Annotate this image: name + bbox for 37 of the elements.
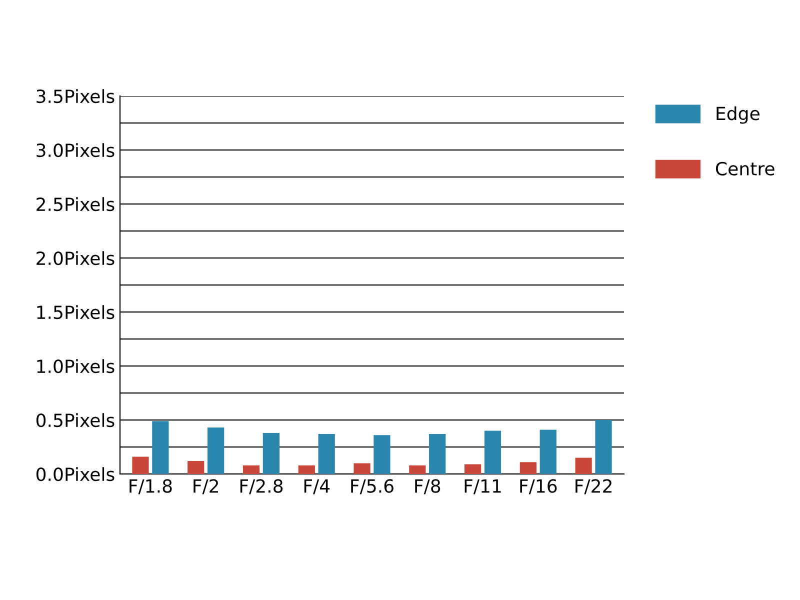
- y-tick-label: 0.5Pixels: [36, 413, 114, 428]
- bar: [188, 461, 204, 474]
- bar: [540, 430, 556, 474]
- x-tick-label: F/2.8: [240, 479, 283, 494]
- bar: [242, 465, 260, 474]
- x-tick-label: F/16: [520, 479, 557, 494]
- x-tick-label: F/5.6: [351, 479, 394, 494]
- y-tick-label: 1.0Pixels: [37, 359, 114, 374]
- bar: [575, 458, 592, 474]
- bar: [374, 435, 390, 474]
- bar: [464, 464, 482, 474]
- bar: [595, 420, 612, 474]
- bar: [484, 430, 502, 474]
- bar: [298, 465, 315, 474]
- bar: [520, 462, 536, 474]
- y-tick-label: 2.0Pixels: [36, 251, 114, 266]
- x-tick-label: F/2: [194, 479, 218, 494]
- bar: [354, 463, 370, 474]
- y-tick-label: 2.5Pixels: [36, 197, 114, 212]
- legend-label: Centre: [716, 162, 774, 176]
- bar: [132, 456, 149, 474]
- x-tick-label: F/8: [415, 479, 440, 494]
- x-tick-label: F/11: [464, 479, 501, 494]
- bar: [429, 434, 446, 474]
- bar: [152, 421, 169, 474]
- bar: [262, 432, 280, 474]
- x-tick-label: F/4: [304, 479, 330, 494]
- y-tick-label: 3.5Pixels: [36, 89, 114, 104]
- y-tick-label: 1.5Pixels: [37, 305, 114, 320]
- bar: [409, 465, 426, 474]
- bar: [208, 428, 224, 474]
- bar: [318, 434, 335, 474]
- legend-label: Edge: [716, 106, 760, 124]
- y-tick-label: 0.0Pixels: [36, 467, 114, 482]
- x-tick-label: F/22: [576, 479, 612, 494]
- x-tick-label: F/1.8: [130, 479, 172, 494]
- y-tick-label: 3.0Pixels: [36, 143, 114, 158]
